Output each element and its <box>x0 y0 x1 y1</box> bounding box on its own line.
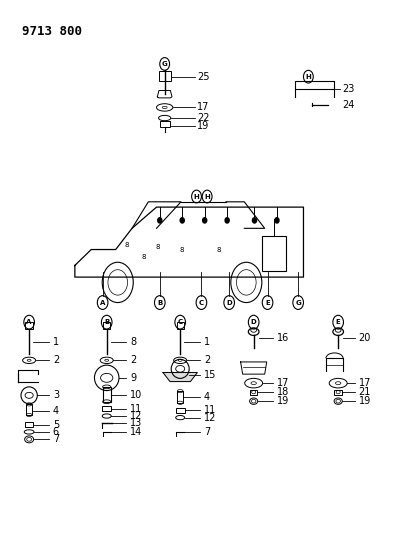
Bar <box>160 120 170 127</box>
Text: 9: 9 <box>130 373 136 383</box>
Text: 16: 16 <box>277 333 290 343</box>
Bar <box>159 71 171 81</box>
Text: 8: 8 <box>141 254 146 260</box>
Text: H: H <box>204 193 210 199</box>
Text: 17: 17 <box>277 378 290 388</box>
Text: 7: 7 <box>204 427 210 437</box>
Text: 8: 8 <box>125 242 129 248</box>
Circle shape <box>180 217 184 223</box>
Text: H: H <box>194 193 199 199</box>
Bar <box>335 390 342 394</box>
Circle shape <box>275 217 279 223</box>
Text: A: A <box>26 319 32 325</box>
Text: 19: 19 <box>358 396 371 406</box>
Text: B: B <box>157 300 162 305</box>
Circle shape <box>252 217 256 223</box>
Text: 8: 8 <box>130 337 136 348</box>
Bar <box>26 405 32 415</box>
Text: 17: 17 <box>358 378 371 388</box>
Text: G: G <box>295 300 301 305</box>
Text: 3: 3 <box>53 390 59 400</box>
Text: 12: 12 <box>204 413 216 423</box>
Text: 23: 23 <box>342 84 355 94</box>
Text: 24: 24 <box>342 100 355 110</box>
Text: 7: 7 <box>53 434 59 445</box>
Text: 1: 1 <box>204 337 210 348</box>
Text: E: E <box>336 319 341 325</box>
Text: 11: 11 <box>130 403 143 414</box>
Bar <box>177 391 183 403</box>
Bar <box>250 390 257 394</box>
Text: 8: 8 <box>216 247 221 253</box>
Text: 12: 12 <box>130 411 143 421</box>
Text: D: D <box>226 300 232 305</box>
Text: 6: 6 <box>53 427 59 437</box>
Bar <box>25 422 33 427</box>
Text: 2: 2 <box>53 356 59 365</box>
Text: B: B <box>104 319 109 325</box>
Circle shape <box>225 217 229 223</box>
Circle shape <box>158 217 162 223</box>
Text: 1: 1 <box>53 337 59 348</box>
Text: 2: 2 <box>130 356 136 365</box>
Text: 25: 25 <box>197 72 210 82</box>
Text: 4: 4 <box>53 406 59 416</box>
Text: E: E <box>265 300 270 305</box>
Bar <box>176 322 184 329</box>
Text: H: H <box>305 74 311 79</box>
Text: 9713 800: 9713 800 <box>22 25 82 38</box>
Text: G: G <box>162 61 168 67</box>
Bar <box>262 236 286 271</box>
Text: 14: 14 <box>130 427 143 437</box>
Text: A: A <box>100 300 105 305</box>
Bar <box>175 408 185 413</box>
Text: 18: 18 <box>277 387 290 397</box>
Text: D: D <box>251 319 256 325</box>
Text: 8: 8 <box>180 247 184 253</box>
Text: 13: 13 <box>130 418 143 429</box>
Text: 8: 8 <box>155 244 159 250</box>
Text: C: C <box>199 300 204 305</box>
Bar <box>102 406 111 411</box>
Text: 4: 4 <box>204 392 210 402</box>
Text: C: C <box>178 319 183 325</box>
Text: 20: 20 <box>358 333 371 343</box>
Bar <box>103 387 111 402</box>
Text: 19: 19 <box>277 396 290 406</box>
Circle shape <box>203 217 207 223</box>
Text: 5: 5 <box>53 419 59 430</box>
Bar <box>103 322 111 329</box>
Text: 17: 17 <box>197 102 210 112</box>
Text: 10: 10 <box>130 390 143 400</box>
Bar <box>25 322 33 329</box>
Polygon shape <box>163 373 197 382</box>
Text: 15: 15 <box>204 370 216 380</box>
Text: 19: 19 <box>197 121 210 131</box>
Text: 21: 21 <box>358 387 371 397</box>
Text: 11: 11 <box>204 405 216 415</box>
Text: 22: 22 <box>197 113 210 123</box>
Text: 2: 2 <box>204 356 210 365</box>
